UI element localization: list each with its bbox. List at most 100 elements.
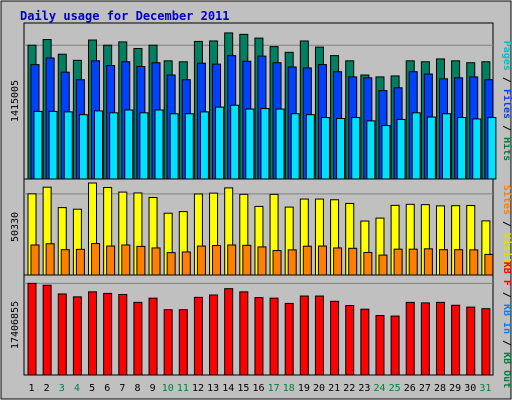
- series-legend: KB F / KB In / KB Out: [501, 262, 512, 388]
- bar-kb-f: [269, 297, 279, 376]
- chart-panels: 1415005 Pages / Files / Hits 50330 Sites / …: [10, 22, 512, 388]
- chart-title: Daily usage for December 2011: [20, 9, 230, 23]
- bar-pages: [63, 111, 73, 180]
- bar-sites: [363, 251, 373, 276]
- bar-pages: [154, 109, 164, 180]
- bar-kb-f: [118, 293, 128, 376]
- day-label: 9: [150, 383, 156, 394]
- legend-entry: Sites: [501, 185, 512, 215]
- legend-separator: /: [501, 71, 512, 89]
- day-label: 17: [268, 383, 280, 394]
- panel-bottom: 17406855 KB F / KB In / KB Out: [10, 262, 512, 388]
- bar-sites: [469, 249, 479, 276]
- day-label: 28: [434, 383, 446, 394]
- y-tick-label: 17406855: [10, 301, 21, 349]
- bar-sites: [242, 244, 252, 276]
- day-label: 13: [207, 383, 219, 394]
- bar-pages: [305, 114, 315, 180]
- day-axis: 1 2 3 4 5 6 7 8 9 10 11 12 13 14 15 16 17 18 19 20 21 22 23 24 2…: [29, 383, 492, 394]
- day-label: 2: [44, 383, 50, 394]
- panel-top: 1415005 Pages / Files / Hits: [10, 22, 512, 180]
- legend-entry: Visits: [501, 233, 512, 269]
- day-label: 4: [74, 383, 80, 394]
- day-label: 22: [343, 383, 355, 394]
- bar-kb-f: [360, 308, 370, 376]
- bar-kb-f: [103, 292, 113, 376]
- y-tick-label: 1415005: [10, 80, 21, 122]
- bar-pages: [199, 111, 209, 180]
- bar-sites: [438, 249, 448, 276]
- bar-kb-f: [254, 297, 264, 376]
- day-label: 25: [389, 383, 401, 394]
- bar-kb-f: [420, 302, 430, 376]
- bar-pages: [184, 113, 194, 180]
- bar-kb-f: [284, 302, 294, 376]
- bar-kb-f: [451, 304, 461, 376]
- day-label: 6: [104, 383, 110, 394]
- day-label: 20: [313, 383, 325, 394]
- bar-kb-f: [72, 296, 82, 376]
- bar-sites: [454, 249, 464, 276]
- legend-entry: Files: [501, 89, 512, 119]
- bar-sites: [212, 245, 222, 276]
- bar-pages: [320, 117, 330, 180]
- bar-kb-f: [133, 301, 143, 376]
- bar-sites: [136, 245, 146, 276]
- bar-sites: [151, 247, 161, 276]
- bar-pages: [275, 108, 285, 180]
- day-label: 10: [162, 383, 174, 394]
- day-label: 11: [177, 383, 189, 394]
- day-label: 7: [119, 383, 125, 394]
- bar-sites: [196, 245, 206, 276]
- bar-kb-f: [27, 282, 37, 376]
- day-label: 12: [192, 383, 204, 394]
- bar-sites: [257, 246, 267, 276]
- bar-pages: [472, 118, 482, 180]
- legend-entry: Pages: [501, 41, 512, 71]
- bar-kb-f: [193, 296, 203, 376]
- legend-entry: KB In: [501, 304, 512, 334]
- legend-entry: KB Out: [501, 352, 512, 388]
- bar-pages: [441, 113, 451, 180]
- bar-sites: [378, 254, 388, 276]
- bar-sites: [121, 244, 131, 276]
- day-label: 15: [237, 383, 249, 394]
- day-label: 29: [449, 383, 461, 394]
- bar-pages: [169, 113, 179, 180]
- legend-separator: /: [501, 286, 512, 304]
- bar-sites: [227, 244, 237, 276]
- bar-sites: [30, 244, 40, 276]
- bar-sites: [91, 243, 101, 276]
- bar-kb-f: [481, 308, 491, 376]
- legend-separator: /: [501, 215, 512, 233]
- day-label: 30: [464, 383, 476, 394]
- bar-sites: [45, 243, 55, 276]
- bar-pages: [457, 117, 467, 180]
- bar-pages: [215, 106, 225, 180]
- bar-sites: [423, 248, 433, 276]
- legend-entry: KB F: [501, 262, 512, 286]
- bar-kb-f: [163, 309, 173, 376]
- bar-pages: [109, 112, 119, 180]
- bar-pages: [396, 118, 406, 180]
- bar-sites: [317, 245, 327, 276]
- bar-pages: [33, 110, 43, 180]
- day-label: 31: [479, 383, 491, 394]
- bar-sites: [287, 249, 297, 276]
- day-label: 18: [283, 383, 295, 394]
- day-label: 5: [89, 383, 95, 394]
- bar-kb-f: [375, 315, 385, 376]
- legend-separator: /: [501, 334, 512, 352]
- bar-sites: [166, 252, 176, 276]
- bar-sites: [75, 248, 85, 276]
- bar-sites: [60, 249, 70, 276]
- day-label: 1: [29, 383, 35, 394]
- bar-sites: [181, 251, 191, 276]
- bar-sites: [333, 247, 343, 276]
- bar-kb-f: [390, 315, 400, 376]
- bar-kb-f: [345, 305, 355, 376]
- bar-kb-f: [405, 301, 415, 376]
- bar-pages: [290, 113, 300, 180]
- bar-pages: [336, 117, 346, 180]
- bar-pages: [48, 110, 58, 180]
